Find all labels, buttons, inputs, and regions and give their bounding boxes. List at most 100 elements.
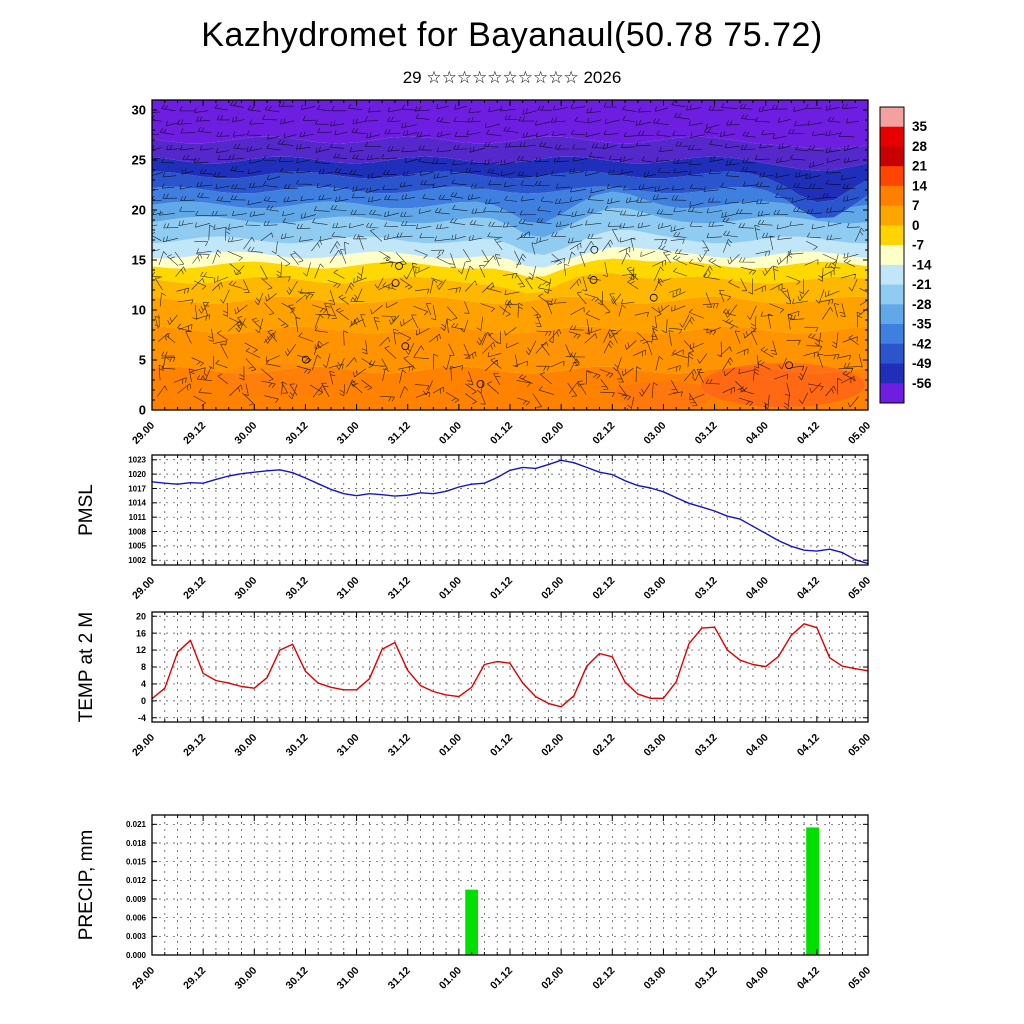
- svg-text:29.12: 29.12: [181, 420, 208, 447]
- svg-text:30.00: 30.00: [232, 732, 259, 759]
- axis-ticks: [151, 612, 869, 722]
- date-subtitle: 29 ☆☆☆☆☆☆☆☆☆☆ 2026: [402, 68, 622, 87]
- svg-text:02.00: 02.00: [539, 965, 566, 992]
- svg-text:02.00: 02.00: [539, 575, 566, 602]
- svg-text:01.12: 01.12: [488, 420, 515, 447]
- svg-text:31.00: 31.00: [335, 575, 362, 602]
- precip-bar: [465, 889, 479, 955]
- y-tick-labels: -4 0 4 8 12 16 20: [136, 611, 146, 723]
- temperature-band: [152, 247, 868, 277]
- warm-patch: [219, 364, 340, 396]
- svg-text:7: 7: [912, 198, 920, 213]
- svg-text:21: 21: [912, 159, 928, 174]
- svg-text:29.12: 29.12: [181, 732, 208, 759]
- svg-text:30.00: 30.00: [232, 965, 259, 992]
- svg-text:03.12: 03.12: [693, 965, 720, 992]
- svg-text:0.018: 0.018: [126, 839, 147, 848]
- svg-text:04.12: 04.12: [795, 965, 822, 992]
- svg-text:03.00: 03.00: [641, 732, 668, 759]
- svg-text:0.021: 0.021: [126, 820, 147, 829]
- svg-text:29.00: 29.00: [130, 575, 157, 602]
- upper-air-panel: 0 5 10 15 20 25 30 29.00 29.12 30.00 30.12 31.00 31.…: [130, 99, 873, 447]
- colorbar-labels: 35 28 21 14 7 0 -7 -14 -21 -28 -35 -42 -49 -56: [912, 119, 932, 391]
- calm-wind-circle: [301, 355, 310, 364]
- svg-text:05.00: 05.00: [846, 732, 873, 759]
- svg-text:29.12: 29.12: [181, 965, 208, 992]
- svg-text:14: 14: [912, 178, 928, 193]
- grid-lines: [152, 612, 868, 722]
- svg-text:-28: -28: [912, 297, 932, 312]
- svg-text:30: 30: [132, 103, 146, 118]
- svg-text:04.12: 04.12: [795, 575, 822, 602]
- svg-text:30.12: 30.12: [283, 965, 310, 992]
- axis-ticks: [151, 455, 869, 565]
- svg-text:03.00: 03.00: [641, 965, 668, 992]
- warm-patch: [515, 334, 608, 366]
- warm-patch: [700, 363, 865, 407]
- svg-text:30.12: 30.12: [283, 732, 310, 759]
- svg-text:1014: 1014: [128, 499, 146, 508]
- svg-text:01.00: 01.00: [437, 420, 464, 447]
- svg-text:1011: 1011: [129, 513, 147, 522]
- svg-text:10: 10: [132, 303, 146, 318]
- svg-text:01.00: 01.00: [437, 965, 464, 992]
- svg-text:01.12: 01.12: [488, 575, 515, 602]
- grid-lines: [152, 815, 868, 955]
- axis-ticks: [151, 99, 869, 411]
- svg-text:20: 20: [136, 611, 146, 621]
- precip-bars: [465, 827, 819, 955]
- precip-bar: [806, 827, 819, 955]
- svg-text:31.00: 31.00: [335, 420, 362, 447]
- svg-text:1002: 1002: [128, 556, 146, 565]
- svg-text:01.12: 01.12: [488, 732, 515, 759]
- temp-panel: -4 0 4 8 12 16 20 29.00 29.12 30.00 30.12 31.00 31.1…: [76, 611, 873, 759]
- calm-wind-circle: [395, 262, 403, 270]
- svg-text:1020: 1020: [128, 470, 146, 479]
- svg-text:0: 0: [912, 218, 920, 233]
- svg-text:30.12: 30.12: [283, 420, 310, 447]
- svg-text:03.12: 03.12: [693, 575, 720, 602]
- svg-text:02.12: 02.12: [590, 965, 617, 992]
- svg-text:30.00: 30.00: [232, 420, 259, 447]
- temperature-band: [152, 229, 868, 268]
- svg-text:04.12: 04.12: [795, 732, 822, 759]
- temperature-band: [152, 273, 868, 304]
- svg-text:25: 25: [132, 153, 146, 168]
- svg-text:0.009: 0.009: [126, 895, 147, 904]
- svg-text:04.12: 04.12: [795, 420, 822, 447]
- panel-label: PRECIP, mm: [76, 830, 97, 941]
- svg-text:16: 16: [136, 628, 146, 638]
- svg-text:31.12: 31.12: [386, 420, 413, 447]
- calm-wind-circle: [785, 361, 793, 370]
- temperature-band: [152, 136, 868, 171]
- pmsl-line: [151, 459, 869, 565]
- page-title: Kazhydromet for Bayanaul(50.78 75.72): [201, 16, 823, 54]
- svg-text:-49: -49: [912, 356, 932, 371]
- precip-panel: 0.000 0.003 0.006 0.009 0.012 0.015 0.018 0.021…: [76, 814, 873, 992]
- svg-text:5: 5: [139, 353, 146, 368]
- y-tick-labels: 0.000 0.003 0.006 0.009 0.012 0.015 0.018 0.021: [126, 820, 147, 960]
- svg-text:31.12: 31.12: [386, 575, 413, 602]
- svg-text:01.12: 01.12: [488, 965, 515, 992]
- svg-text:-4: -4: [138, 713, 146, 723]
- panel-label: TEMP at 2 M: [76, 612, 97, 723]
- svg-text:0.006: 0.006: [126, 913, 147, 922]
- warm-patch: [613, 381, 714, 409]
- svg-text:0: 0: [139, 403, 146, 418]
- temperature-band: [152, 258, 868, 294]
- temperature-band: [152, 191, 868, 238]
- svg-text:15: 15: [132, 253, 146, 268]
- temperature-band: [152, 100, 868, 149]
- svg-text:02.12: 02.12: [590, 732, 617, 759]
- svg-text:02.00: 02.00: [539, 732, 566, 759]
- svg-text:30.12: 30.12: [283, 575, 310, 602]
- svg-text:03.12: 03.12: [693, 420, 720, 447]
- y-tick-labels: 0 5 10 15 20 25 30: [132, 103, 146, 418]
- time-axis-labels: 29.00 29.12 30.00 30.12 31.00 31.12 01.00 01.12…: [130, 575, 873, 602]
- svg-text:02.12: 02.12: [590, 575, 617, 602]
- svg-text:-35: -35: [912, 317, 932, 332]
- time-axis-labels: 29.00 29.12 30.00 30.12 31.00 31.12 01.00 01.12…: [130, 965, 873, 992]
- svg-text:05.00: 05.00: [846, 965, 873, 992]
- svg-text:35: 35: [912, 119, 928, 134]
- svg-text:0.015: 0.015: [126, 857, 147, 866]
